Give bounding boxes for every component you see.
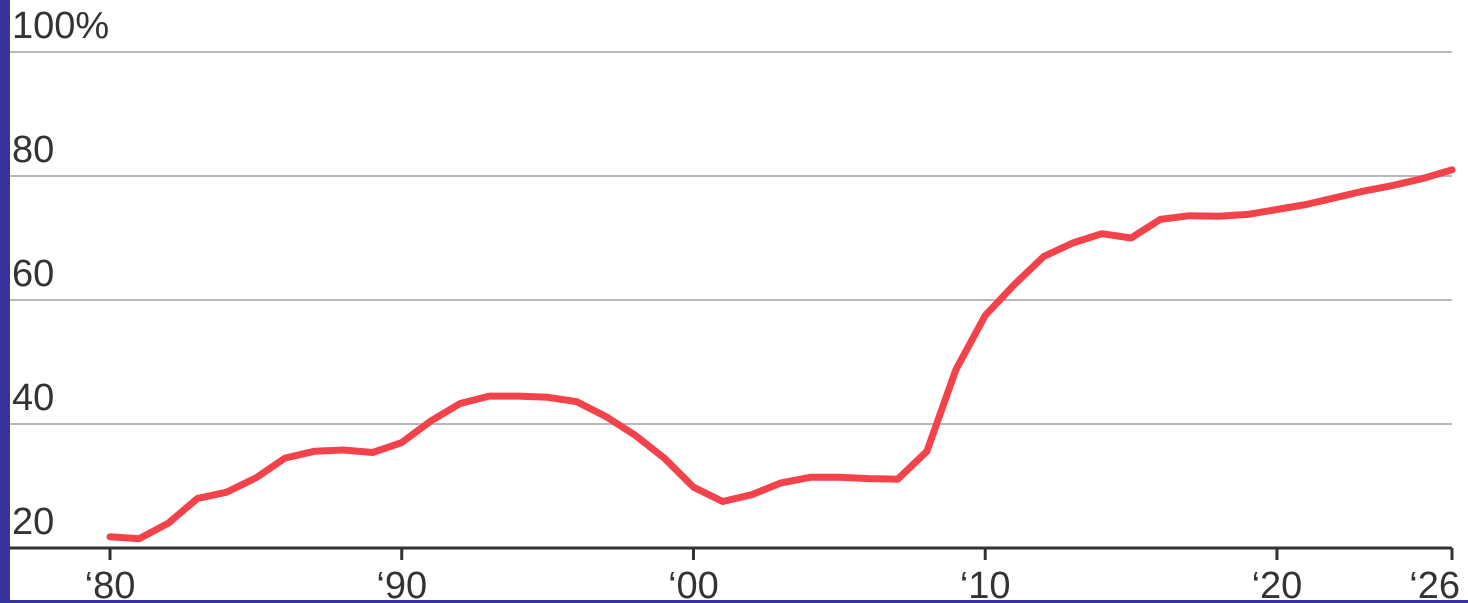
y-tick-label-20: 20	[12, 501, 54, 543]
x-tick-label-2000: ‘00	[668, 565, 719, 603]
x-tick-label-2010: ‘10	[960, 565, 1011, 603]
gridlines	[10, 51, 1452, 425]
x-tick-label-2020: ‘20	[1252, 565, 1303, 603]
y-tick-label-60: 60	[12, 253, 54, 295]
left-border-bar	[0, 0, 10, 603]
x-tick-label-2026: ‘26	[1409, 565, 1460, 603]
y-tick-label-100: 100%	[12, 5, 109, 47]
x-tick-label-1980: ‘80	[85, 565, 136, 603]
y-tick-label-40: 40	[12, 377, 54, 419]
bottom-border-bar	[0, 600, 1468, 603]
y-tick-label-80: 80	[12, 129, 54, 171]
series-layer	[106, 166, 1456, 543]
y-tick-labels: 100% 80 60 40 20	[12, 5, 109, 543]
x-axis: ‘80 ‘90 ‘00 ‘10 ‘20 ‘26	[10, 546, 1460, 603]
series-line-0	[106, 166, 1456, 543]
x-tick-label-1990: ‘90	[376, 565, 427, 603]
